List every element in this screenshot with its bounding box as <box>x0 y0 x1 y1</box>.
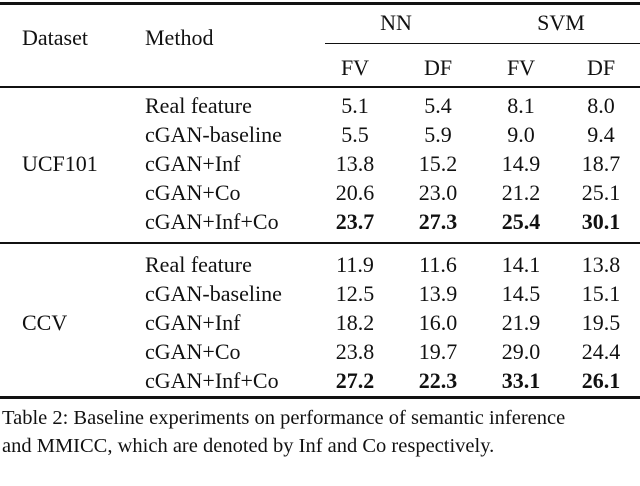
value-cell: 22.3 <box>418 368 458 393</box>
value-cell: 23.7 <box>335 209 375 234</box>
value-cell: 9.4 <box>587 122 615 147</box>
value-cell: 29.0 <box>501 339 541 364</box>
header-svm-fv: FV <box>506 55 536 80</box>
header-svm-df: DF <box>586 55 616 80</box>
dataset-label: UCF101 <box>22 151 98 176</box>
value-cell: 21.9 <box>501 310 541 335</box>
method-cell: cGAN+Inf+Co <box>145 368 279 393</box>
value-cell: 15.2 <box>418 151 458 176</box>
value-cell: 11.9 <box>336 252 374 277</box>
value-cell: 11.6 <box>419 252 457 277</box>
value-cell: 15.1 <box>581 281 621 306</box>
value-cell: 33.1 <box>501 368 541 393</box>
top-rule <box>0 2 640 5</box>
value-cell: 14.5 <box>501 281 541 306</box>
method-cell: Real feature <box>145 93 252 118</box>
value-cell: 24.4 <box>581 339 621 364</box>
header-nn-fv: FV <box>340 55 370 80</box>
value-cell: 16.0 <box>418 310 458 335</box>
dataset-label: CCV <box>22 310 68 335</box>
method-cell: cGAN+Co <box>145 339 241 364</box>
header-svm: SVM <box>537 10 585 35</box>
value-cell: 5.5 <box>341 122 369 147</box>
method-cell: cGAN+Inf <box>145 151 241 176</box>
method-cell: cGAN-baseline <box>145 122 282 147</box>
value-cell: 23.8 <box>335 339 375 364</box>
section-rule <box>0 242 640 244</box>
value-cell: 20.6 <box>335 180 375 205</box>
value-cell: 23.0 <box>418 180 458 205</box>
method-cell: cGAN+Inf <box>145 310 241 335</box>
value-cell: 25.4 <box>501 209 541 234</box>
method-cell: Real feature <box>145 252 252 277</box>
value-cell: 13.9 <box>418 281 458 306</box>
value-cell: 18.7 <box>581 151 621 176</box>
value-cell: 19.7 <box>418 339 458 364</box>
value-cell: 8.0 <box>587 93 615 118</box>
value-cell: 30.1 <box>581 209 621 234</box>
header-rule <box>0 86 640 88</box>
caption-line-1: Table 2: Baseline experiments on perform… <box>2 407 566 429</box>
value-cell: 9.0 <box>507 122 535 147</box>
value-cell: 27.3 <box>418 209 458 234</box>
header-nn: NN <box>380 10 412 35</box>
header-dataset: Dataset <box>22 25 88 50</box>
value-cell: 19.5 <box>581 310 621 335</box>
value-cell: 26.1 <box>581 368 621 393</box>
value-cell: 25.1 <box>581 180 621 205</box>
value-cell: 14.9 <box>501 151 541 176</box>
value-cell: 8.1 <box>507 93 535 118</box>
value-cell: 5.1 <box>341 93 369 118</box>
value-cell: 5.9 <box>424 122 452 147</box>
value-cell: 14.1 <box>501 252 541 277</box>
method-cell: cGAN+Inf+Co <box>145 209 279 234</box>
value-cell: 12.5 <box>335 281 375 306</box>
value-cell: 13.8 <box>335 151 375 176</box>
caption-line-2: and MMICC, which are denoted by Inf and … <box>2 435 495 457</box>
value-cell: 5.4 <box>424 93 452 118</box>
method-cell: cGAN+Co <box>145 180 241 205</box>
value-cell: 13.8 <box>581 252 621 277</box>
bottom-rule <box>0 396 640 399</box>
group-rule <box>325 43 640 44</box>
value-cell: 18.2 <box>335 310 375 335</box>
value-cell: 21.2 <box>501 180 541 205</box>
value-cell: 27.2 <box>335 368 375 393</box>
header-nn-df: DF <box>423 55 453 80</box>
method-cell: cGAN-baseline <box>145 281 282 306</box>
header-method: Method <box>145 25 214 50</box>
